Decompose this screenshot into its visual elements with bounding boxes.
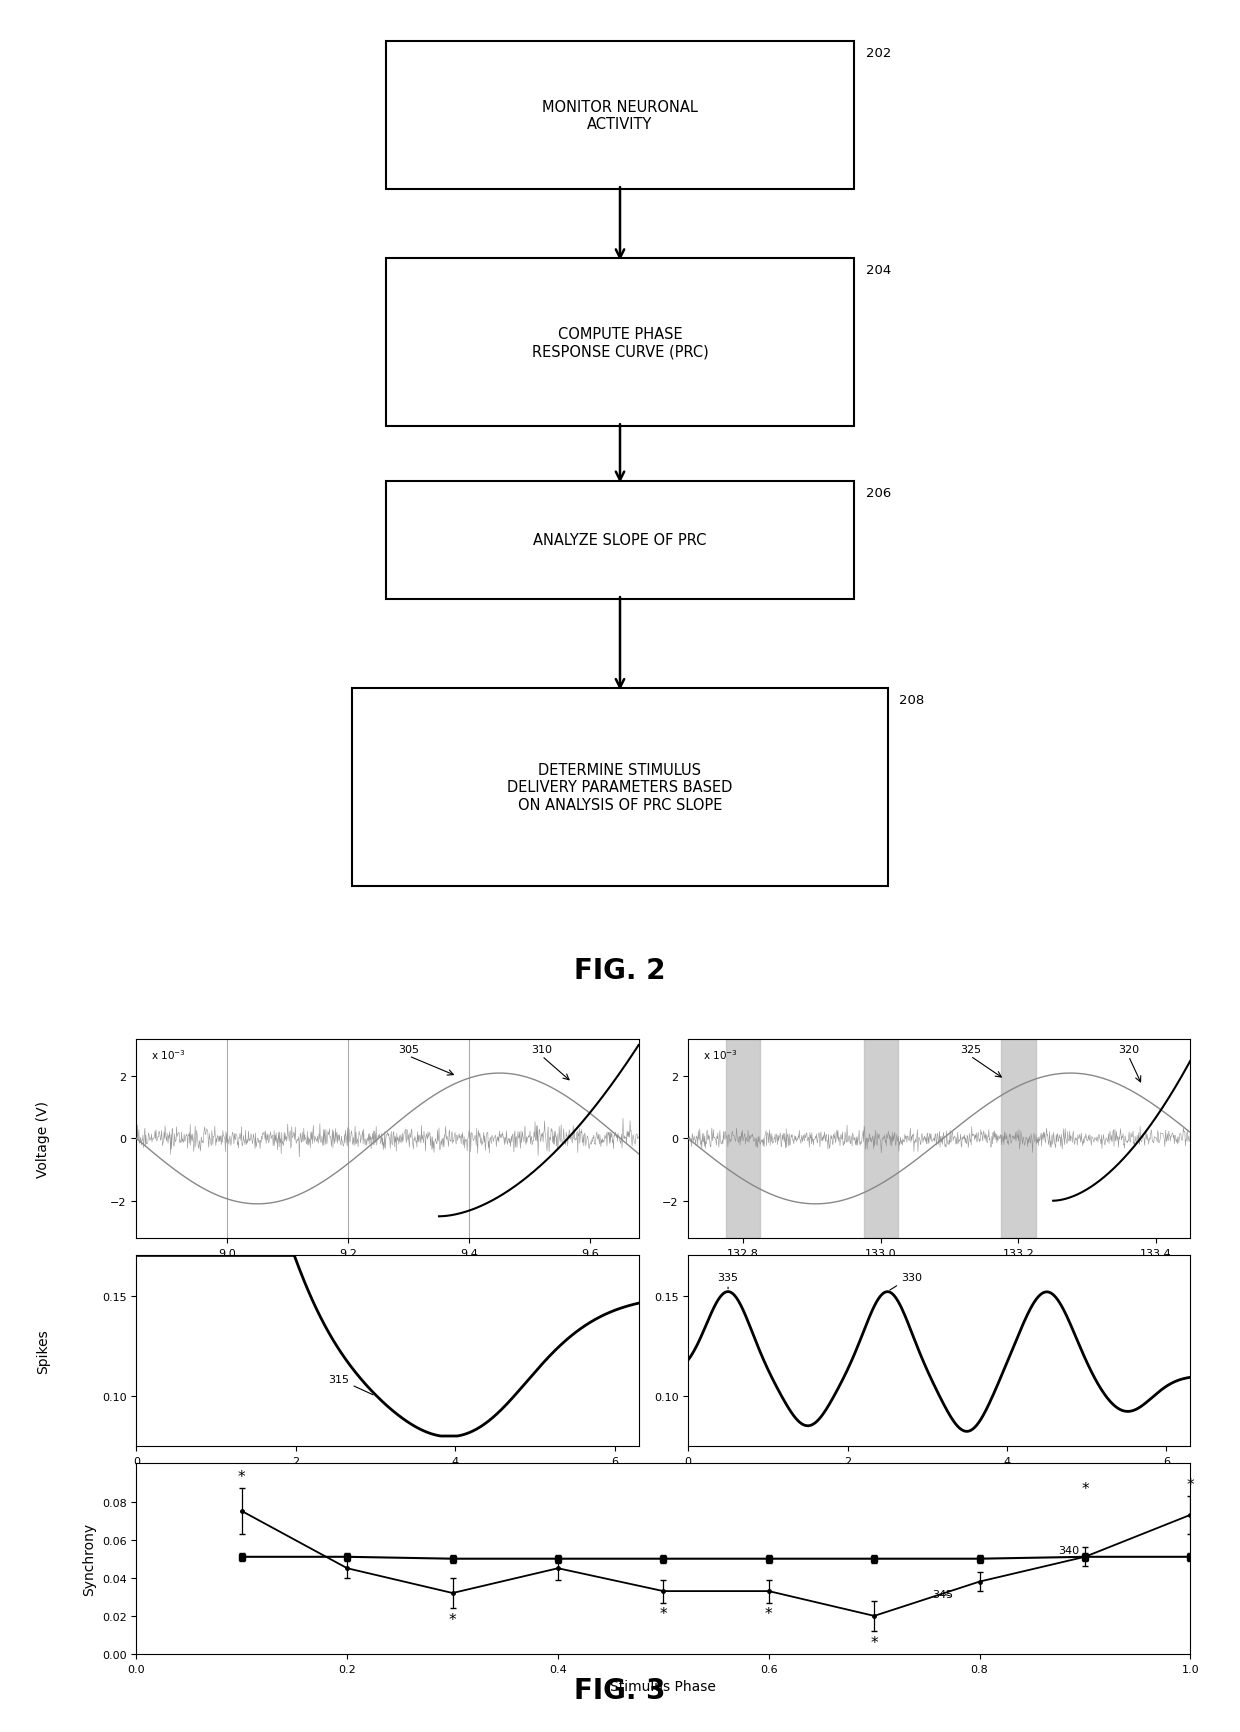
Text: 204: 204 [866, 265, 890, 277]
X-axis label: Time (sec): Time (sec) [355, 1264, 420, 1276]
Text: *: * [870, 1635, 878, 1651]
Text: *: * [1081, 1481, 1089, 1496]
FancyBboxPatch shape [386, 481, 854, 599]
FancyBboxPatch shape [352, 689, 888, 887]
Bar [1001, 1039, 1035, 1238]
Y-axis label: Synchrony: Synchrony [82, 1522, 97, 1595]
Text: Spikes: Spikes [36, 1328, 51, 1373]
Text: 206: 206 [866, 487, 890, 499]
Text: ANALYZE SLOPE OF PRC: ANALYZE SLOPE OF PRC [533, 533, 707, 547]
Bar [863, 1039, 898, 1238]
Text: MONITOR NEURONAL
ACTIVITY: MONITOR NEURONAL ACTIVITY [542, 100, 698, 132]
Text: 202: 202 [866, 47, 890, 61]
Text: x 10$^{-3}$: x 10$^{-3}$ [151, 1048, 186, 1062]
Text: *: * [660, 1607, 667, 1621]
Text: *: * [765, 1607, 773, 1621]
Bar [727, 1039, 760, 1238]
Text: 340: 340 [1059, 1545, 1080, 1555]
Text: *: * [238, 1469, 246, 1484]
Text: 310: 310 [531, 1044, 552, 1055]
Text: 345: 345 [932, 1588, 954, 1599]
Text: FIG. 3: FIG. 3 [574, 1677, 666, 1704]
Text: COMPUTE PHASE
RESPONSE CURVE (PRC): COMPUTE PHASE RESPONSE CURVE (PRC) [532, 327, 708, 359]
Text: DETERMINE STIMULUS
DELIVERY PARAMETERS BASED
ON ANALYSIS OF PRC SLOPE: DETERMINE STIMULUS DELIVERY PARAMETERS B… [507, 762, 733, 812]
X-axis label: Phase: Phase [368, 1472, 407, 1484]
Text: 320: 320 [1118, 1044, 1140, 1055]
Text: x 10$^{-3}$: x 10$^{-3}$ [703, 1048, 738, 1062]
Text: 330: 330 [890, 1271, 921, 1290]
Text: 335: 335 [718, 1271, 739, 1289]
Text: 208: 208 [899, 693, 924, 707]
Text: 315: 315 [327, 1373, 373, 1394]
Text: 325: 325 [960, 1044, 981, 1055]
FancyBboxPatch shape [386, 42, 854, 191]
Text: FIG. 2: FIG. 2 [574, 956, 666, 986]
Text: *: * [449, 1612, 456, 1626]
X-axis label: Stimulus Phase: Stimulus Phase [610, 1680, 717, 1694]
Text: *: * [1187, 1477, 1194, 1491]
Text: 305: 305 [398, 1044, 419, 1055]
X-axis label: Phase: Phase [920, 1472, 959, 1484]
X-axis label: Time (sec): Time (sec) [906, 1264, 972, 1276]
FancyBboxPatch shape [386, 260, 854, 428]
Text: Voltage (V): Voltage (V) [36, 1100, 51, 1178]
